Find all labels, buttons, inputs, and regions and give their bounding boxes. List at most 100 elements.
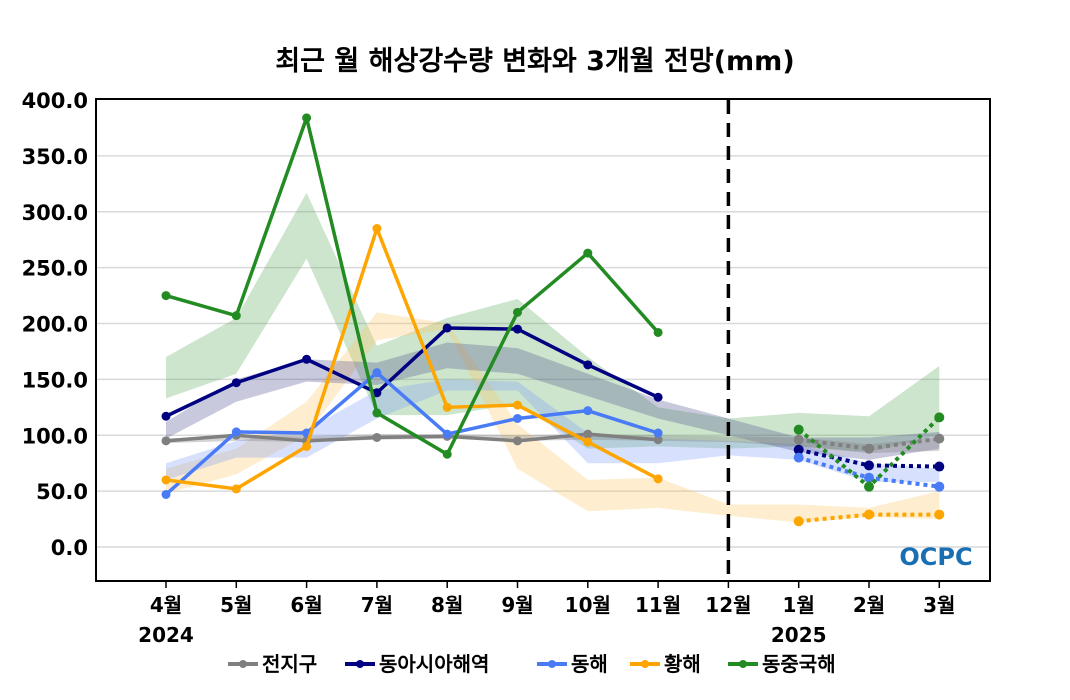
data-point [653, 327, 663, 337]
data-point [161, 489, 171, 499]
forecast-point [934, 461, 945, 472]
data-point [513, 324, 522, 334]
svg-text:OCPC: OCPC [899, 543, 972, 571]
y-tick-label: 300.0 [22, 201, 88, 225]
data-point [302, 354, 312, 364]
ocpc-logo: OCPC [899, 543, 972, 571]
data-point [231, 427, 241, 437]
y-tick-label: 350.0 [22, 145, 88, 169]
data-point [372, 368, 382, 378]
forecast-point [934, 509, 945, 520]
y-axis: 0.0 50.0 100.0 150.0 200.0 250.0 300.0 350.0 400… [22, 89, 88, 560]
legend-item: 동해 [537, 652, 608, 676]
y-tick-label: 200.0 [22, 313, 88, 337]
data-point [513, 436, 522, 446]
legend-label: 전지구 [262, 652, 317, 676]
y-tick-label: 100.0 [22, 424, 88, 448]
forecast-point [793, 452, 804, 463]
legend-item: 동중국해 [728, 652, 836, 676]
x-tick-label: 5월 [220, 593, 252, 617]
data-point [653, 428, 663, 438]
forecast-point [793, 434, 804, 445]
legend-label: 동중국해 [762, 652, 836, 676]
data-point [372, 408, 382, 418]
chart-title: 최근 월 해상강수량 변화와 3개월 전망(mm) [275, 46, 794, 77]
forecast-point [864, 472, 874, 483]
x-tick-label: 3월 [923, 593, 955, 617]
data-point [231, 484, 241, 494]
data-point [653, 474, 663, 484]
normal-band-1 [166, 342, 940, 460]
observed-line [164, 370, 659, 496]
data-point [513, 400, 522, 410]
normal-band-2 [166, 379, 940, 483]
x-tick-label: 4월 [150, 593, 182, 617]
data-point [302, 441, 312, 451]
normal-band-4 [166, 192, 940, 453]
series-1 [161, 323, 945, 472]
data-point [372, 388, 382, 398]
data-point [442, 429, 452, 439]
data-point [583, 406, 593, 416]
y-tick-label: 50.0 [36, 480, 88, 504]
normal-band-3 [166, 312, 940, 523]
legend-marker [356, 660, 364, 668]
series-4 [161, 113, 945, 492]
legend-label: 황해 [664, 652, 701, 676]
year-label: 2024 [138, 623, 194, 647]
legend-marker [548, 660, 556, 668]
forecast-point [864, 443, 874, 454]
data-point [653, 435, 663, 445]
plot-frame [95, 98, 991, 582]
legend-marker [739, 660, 747, 668]
y-tick-label: 400.0 [22, 89, 88, 113]
x-tick-label: 6월 [290, 593, 322, 617]
data-point [161, 291, 171, 301]
legend-label: 동아시아해역 [379, 652, 489, 676]
series-3 [161, 224, 945, 527]
data-point [372, 224, 382, 234]
legend-marker [239, 660, 247, 668]
y-tick-label: 150.0 [22, 368, 88, 392]
legend-item: 전지구 [228, 652, 317, 676]
legend-marker [641, 660, 649, 668]
data-point [372, 432, 382, 442]
forecast-point [793, 424, 804, 435]
data-point [442, 323, 452, 333]
legend-label: 동해 [571, 652, 608, 676]
observed-line [165, 326, 659, 418]
forecast-point [864, 460, 874, 471]
data-point [161, 475, 171, 485]
data-point [442, 449, 452, 459]
forecast-point [864, 509, 874, 520]
year-label: 2025 [771, 623, 827, 647]
data-point [583, 429, 593, 439]
series-2 [161, 368, 945, 499]
forecast-point [864, 481, 874, 492]
observed-line [165, 226, 659, 491]
forecast-point [934, 433, 945, 444]
data-point [161, 411, 171, 421]
legend-item: 황해 [630, 652, 701, 676]
data-point [302, 113, 312, 123]
data-point [583, 248, 593, 258]
x-axis: 4월 5월 6월 7월 8월 9월 10월 11월 12월 1월 2월 3월 2024 2025 [138, 581, 955, 647]
x-tick-label: 11월 [635, 593, 681, 617]
normal-range-bands [166, 192, 940, 523]
x-tick-label: 7월 [361, 593, 393, 617]
x-tick-label: 9월 [501, 593, 533, 617]
data-point [513, 413, 522, 423]
forecast-point [793, 516, 804, 527]
data-point [653, 392, 663, 402]
observed-line [165, 116, 660, 456]
x-tick-label: 8월 [431, 593, 463, 617]
x-tick-label: 1월 [783, 593, 815, 617]
legend-item: 동아시아해역 [345, 652, 489, 676]
x-tick-label: 10월 [565, 593, 611, 617]
data-point [583, 437, 593, 447]
data-point [161, 436, 171, 446]
x-tick-label: 12월 [705, 593, 751, 617]
legend: 전지구 동아시아해역 동해 황해 동중국해 [228, 652, 836, 676]
data-point [231, 378, 241, 388]
